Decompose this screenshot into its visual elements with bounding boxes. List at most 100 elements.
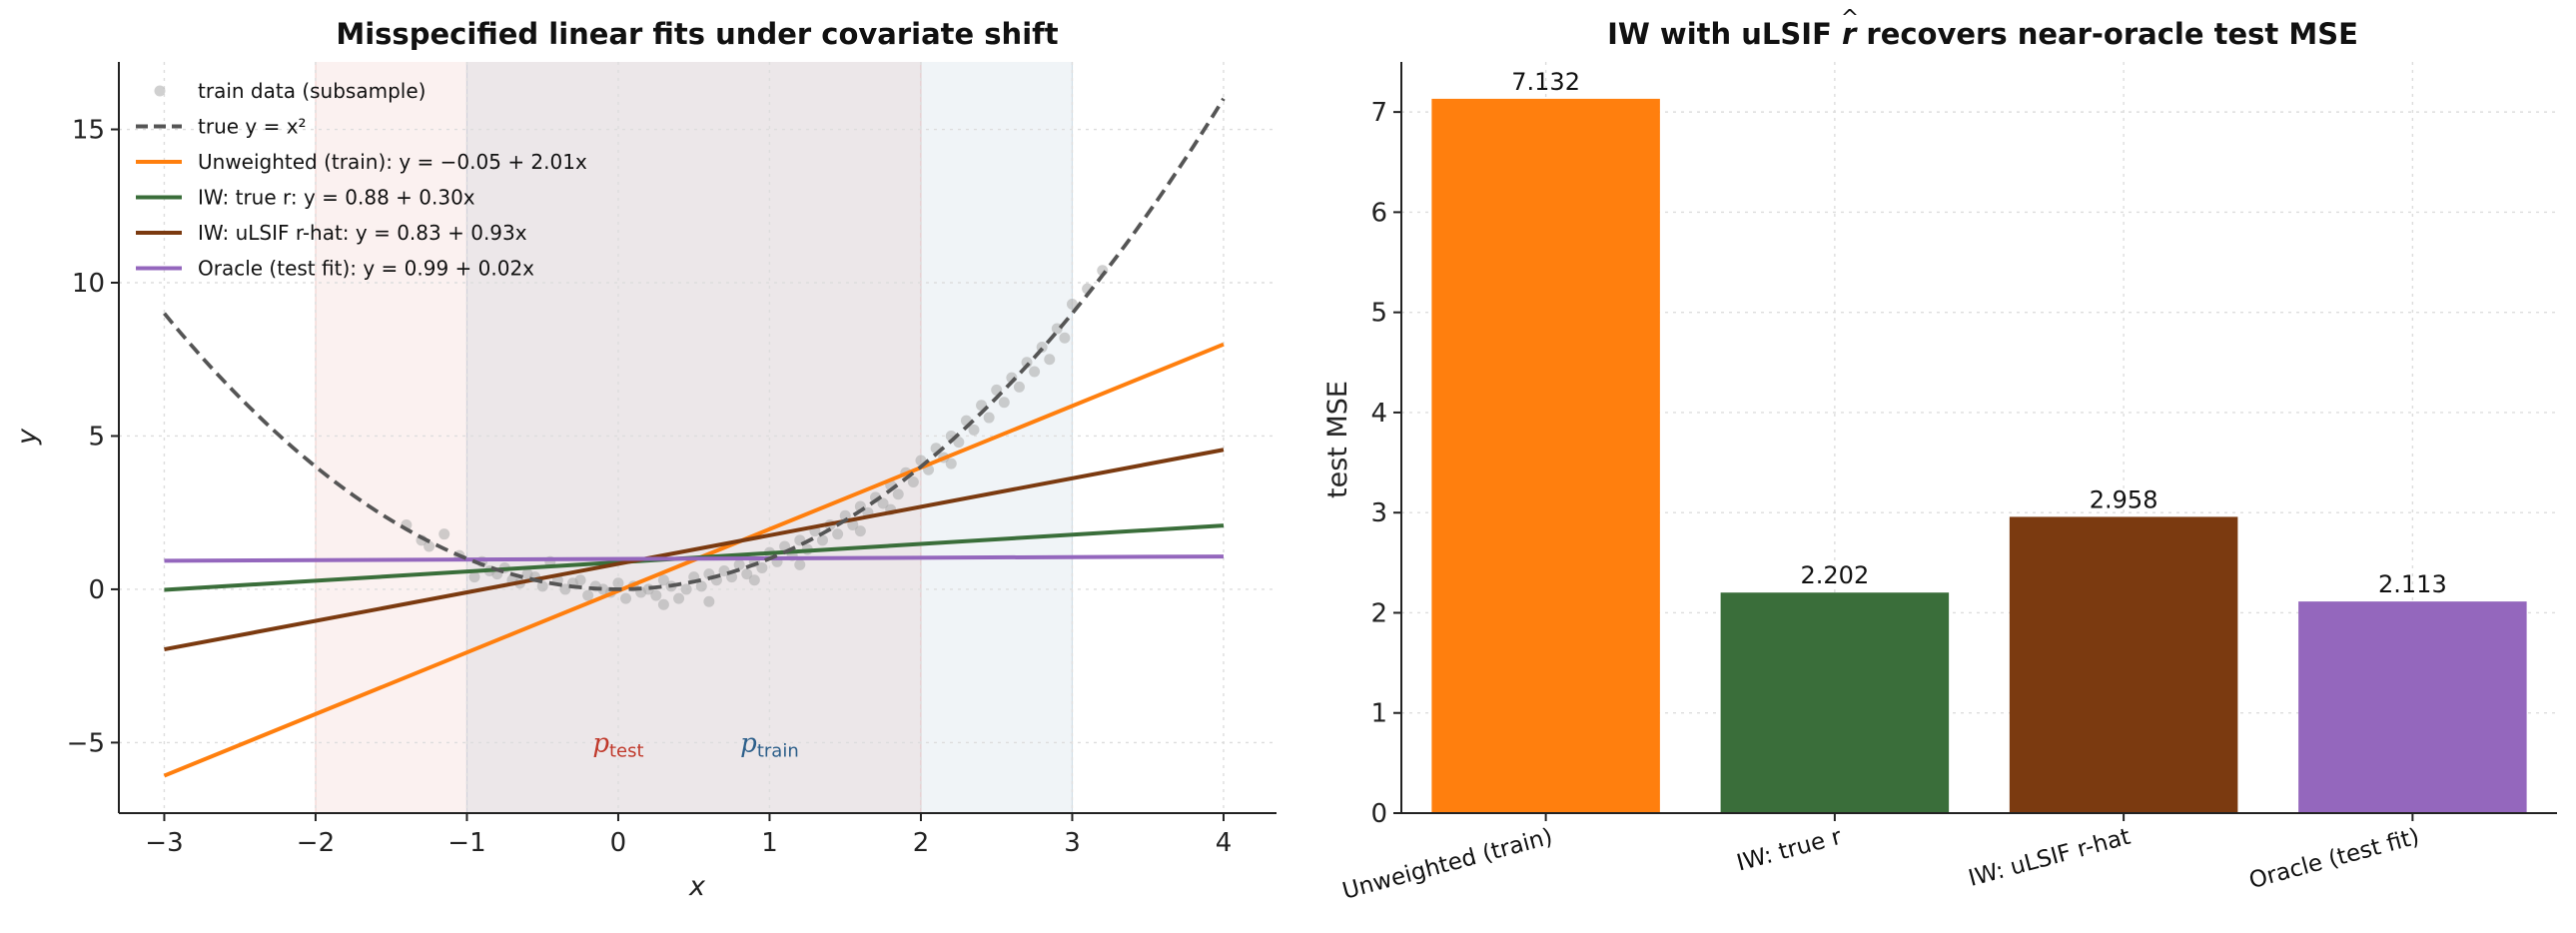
right-y-tick-label: 3 (1370, 498, 1387, 528)
scatter-point (574, 574, 586, 586)
bar-1 (1720, 592, 1950, 813)
left-region-labels: ptest ptrain (592, 729, 798, 762)
left-x-tick-label: −3 (145, 828, 183, 858)
scatter-point (1066, 298, 1078, 310)
left-y-axis-label: y (12, 428, 43, 446)
scatter-point (680, 583, 692, 595)
scatter-point (695, 580, 707, 592)
left-y-tick-label: 15 (72, 116, 105, 146)
scatter-point (438, 528, 450, 540)
right-chart-title: IW with uLSIF r recovers near-oracle tes… (1607, 17, 2358, 51)
legend-label-0: train data (subsample) (198, 79, 426, 103)
region-label-base: p (592, 729, 609, 759)
left-y-tick-label: 5 (88, 422, 105, 452)
bar-value-label-0: 7.132 (1511, 68, 1580, 96)
right-y-axis-label: test MSE (1322, 381, 1353, 498)
left-axes: −3 −2 −1 0 1 2 3 4 −5 0 5 10 15 (67, 62, 1277, 858)
bar-value-label-2: 2.958 (2090, 485, 2158, 513)
left-grid (119, 62, 1277, 813)
scatter-point (536, 580, 548, 592)
scatter-point (582, 589, 594, 601)
legend-label-5: Oracle (test fit): y = 0.99 + 0.02x (198, 257, 534, 281)
scatter-point (907, 476, 919, 488)
left-y-tick-label: −5 (67, 728, 105, 758)
scatter-point (983, 412, 995, 424)
bar-2 (2009, 516, 2238, 813)
region-label-p_test: ptest (592, 729, 643, 762)
scatter-point (832, 528, 844, 540)
category-label-2: IW: uLSIF r-hat (1966, 824, 2134, 892)
scatter-point (1029, 366, 1041, 378)
scatter-point (1059, 332, 1071, 344)
fit-line-2 (164, 448, 1225, 652)
left-x-axis-label: x (688, 871, 706, 902)
legend-label-1: true y = x² (198, 115, 307, 139)
scatter-point (559, 583, 571, 595)
category-label-0: Unweighted (train) (1339, 824, 1555, 905)
left-y-tick-label: 10 (72, 269, 105, 299)
legend-label-4: IW: uLSIF r-hat: y = 0.83 + 0.93x (198, 221, 527, 245)
right-bars: 7.132 2.202 2.958 2.113 (1431, 68, 2527, 813)
region-label-sub: test (609, 741, 644, 762)
true-function-curve (163, 97, 1226, 591)
region-label-p_train: ptrain (740, 729, 799, 762)
right-y-tick-label: 1 (1370, 699, 1387, 729)
scatter-point (620, 592, 632, 604)
right-y-tick-label: 2 (1370, 598, 1387, 628)
left-legend: train data (subsample) true y = x² Unweigh… (136, 79, 587, 281)
scatter-point (657, 574, 669, 586)
right-y-tick-label: 6 (1370, 198, 1387, 228)
scatter-point (968, 424, 980, 436)
bar-value-label-3: 2.113 (2378, 570, 2447, 598)
category-label-3: Oracle (test fit) (2246, 824, 2422, 894)
left-x-tick-label: 0 (610, 828, 627, 858)
region-label-base: p (740, 729, 757, 759)
right-title-hat-mark: ^ (1841, 6, 1859, 31)
scatter-point (650, 589, 662, 601)
scatter-point (718, 565, 730, 577)
right-y-tick-label: 7 (1370, 98, 1387, 128)
left-x-tick-label: 1 (761, 828, 778, 858)
scatter-point (839, 509, 851, 521)
scatter-point (657, 598, 669, 610)
right-title-part-2: recovers near-oracle test MSE (1856, 17, 2358, 51)
right-y-tick-label: 0 (1370, 799, 1387, 829)
left-y-tick-label: 0 (88, 575, 105, 605)
bar-0 (1431, 98, 1660, 813)
scatter-point (998, 397, 1010, 409)
scatter-point (756, 561, 768, 573)
scatter-point (953, 437, 965, 449)
right-title-part-1: IW with uLSIF (1607, 17, 1842, 51)
left-fit-lines (163, 97, 1226, 778)
scatter-point (892, 488, 904, 500)
legend-marker-scatter (154, 85, 166, 97)
left-x-tick-label: 2 (913, 828, 930, 858)
scatter-point (748, 574, 760, 586)
scatter-point (794, 558, 806, 570)
scatter-point (673, 592, 685, 604)
scatter-point (1044, 354, 1056, 366)
right-y-tick-label: 5 (1370, 299, 1387, 329)
fit-line-3 (164, 554, 1224, 563)
bar-3 (2298, 601, 2527, 813)
left-chart-panel: Misspecified linear fits under covariate… (12, 17, 1277, 902)
scatter-point (741, 568, 753, 580)
right-title-r-hat: r (1842, 17, 1858, 51)
left-x-tick-label: −2 (297, 828, 335, 858)
right-chart-panel: IW with uLSIF r recovers near-oracle tes… (1322, 6, 2557, 905)
category-label-1: IW: true r (1734, 824, 1845, 877)
scatter-point (468, 571, 480, 583)
scatter-point (1013, 381, 1025, 393)
left-chart-title: Misspecified linear fits under covariate… (336, 17, 1058, 51)
legend-label-2: Unweighted (train): y = −0.05 + 2.01x (198, 150, 587, 174)
region-label-sub: train (757, 741, 799, 762)
left-x-tick-label: −1 (447, 828, 485, 858)
scatter-point (424, 540, 435, 552)
left-x-tick-label: 4 (1216, 828, 1233, 858)
scatter-point (945, 458, 957, 469)
scatter-point (703, 595, 715, 607)
scatter-point (612, 577, 624, 589)
scatter-point (877, 497, 889, 509)
scatter-point (816, 534, 828, 546)
